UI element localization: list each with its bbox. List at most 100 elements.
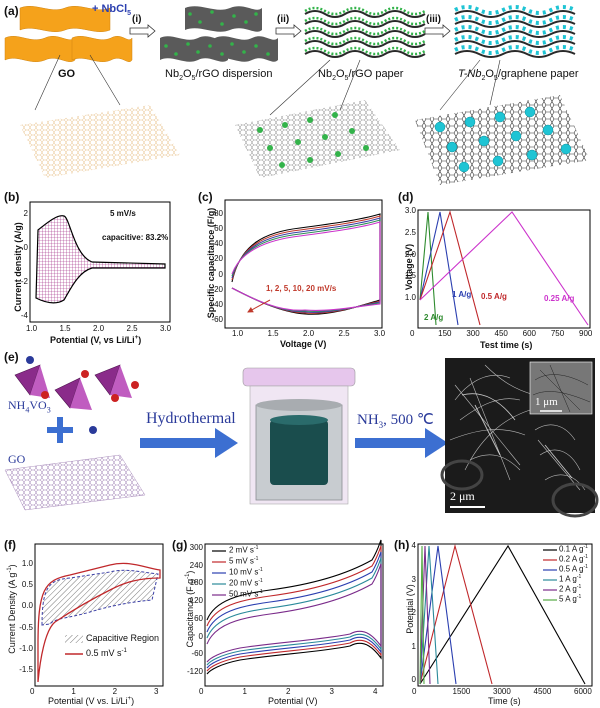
panel-h-legend-label: 0.2 A g-1: [559, 554, 588, 564]
g-yt-tick: 240: [189, 560, 203, 570]
panel-g-xlabel: Potential (V): [268, 696, 318, 706]
h-yt-tick: 1: [411, 641, 416, 651]
panel-label-d: (d): [398, 190, 414, 204]
nh3-arrow: [355, 428, 448, 458]
rgo-paper-label: Nb2O5/rGO paper: [318, 68, 404, 83]
g-xt-tick: 2: [286, 687, 291, 696]
panel-g-cv-3: [206, 557, 382, 666]
d-xt-tick: 750: [550, 329, 565, 338]
panel-h-gcd-5: [419, 545, 425, 685]
rgo-lattice: [235, 100, 400, 178]
panel-d-rate-label: 0.25 A/g: [544, 294, 575, 303]
f-xt-tick: 2: [112, 687, 118, 696]
h-xt-tick: 4500: [533, 687, 552, 696]
panel-h-gcd-2: [419, 545, 457, 685]
b-xt-tick: 3.0: [160, 324, 172, 333]
panel-h-legend-label: 0.5 A g-1: [559, 564, 588, 574]
panel-h-legend-label: 0.1 A g-1: [559, 544, 588, 554]
panel-h-xlabel: Time (s): [488, 696, 521, 706]
d-xt-tick: 0: [410, 329, 415, 338]
panel-d-xlabel: Test time (s): [480, 340, 533, 350]
panel-g-frame: [204, 543, 384, 687]
panel-d-frame: [417, 209, 591, 329]
panel-d-rate-label: 0.5 A/g: [481, 292, 507, 301]
panel-label-b: (b): [4, 190, 20, 204]
panel-b-capacitive: capacitive: 83.2%: [102, 233, 169, 242]
b-yt-tick: -4: [20, 311, 28, 320]
tnb-paper-label: T-Nb2O5/graphene paper: [458, 68, 579, 83]
f-yt-tick: -1.5: [19, 665, 33, 674]
nh4vo3-label: NH4VO3: [8, 398, 51, 415]
b-yt-tick: 0: [23, 243, 28, 252]
panel-g-legend-label: 20 mV s-1: [229, 578, 263, 588]
panel-label-e: (e): [4, 350, 19, 364]
f-xt-tick: 0: [30, 687, 35, 696]
sem-scale-small: 1 μm: [535, 396, 558, 408]
plus-icon: [47, 417, 73, 443]
b-xt-tick: 2.0: [93, 324, 105, 333]
h-xt-tick: 3000: [493, 687, 511, 696]
panel-f-legend-rate: 0.5 mV s-1: [86, 648, 127, 658]
f-xt-tick: 3: [154, 687, 159, 696]
c-yt-tick: 0: [218, 269, 223, 279]
step-i: (i): [132, 14, 142, 25]
dispersion-sheets: [160, 6, 278, 62]
panel-label-g: (g): [172, 538, 188, 552]
step-iii: (iii): [426, 14, 441, 25]
g-yt-tick: 60: [194, 613, 203, 623]
g-yt-tick: -60: [191, 649, 203, 659]
panel-g-legend-label: 10 mV s-1: [229, 567, 263, 577]
c-yt-tick: 80: [214, 209, 223, 218]
c-yt-tick: -20: [211, 284, 223, 294]
autoclave-icon: [242, 367, 356, 505]
panel-g-legend-label: 5 mV s-1: [229, 556, 259, 566]
d-yt-tick: 3.0: [404, 206, 416, 215]
h-xt-tick: 6000: [574, 687, 592, 696]
b-xt-tick: 1.0: [26, 324, 38, 333]
panel-d-gcd-2: [419, 210, 481, 326]
g-xt-tick: 3: [329, 687, 334, 696]
f-yt-tick: 0.5: [21, 580, 33, 590]
c-yt-tick: 20: [214, 254, 223, 264]
b-yt-tick: 2: [23, 209, 28, 218]
b-xt-tick: 1.5: [59, 324, 71, 333]
d-yt-tick: 2.5: [404, 227, 416, 237]
d-xt-tick: 150: [438, 329, 452, 338]
c-xt-tick: 2.5: [338, 329, 350, 338]
panel-f-xlabel: Potential (V vs. Li/Li+): [48, 696, 135, 706]
d-xt-tick: 600: [522, 329, 537, 338]
panel-h-legend-label: 1 A g-1: [559, 574, 582, 584]
hydrothermal-label: Hydrothermal: [146, 410, 236, 427]
c-xt-tick: 3.0: [374, 329, 386, 338]
g-xt-tick: 4: [373, 687, 378, 696]
panel-c-cv-4: [231, 221, 381, 311]
c-yt-tick: -60: [211, 315, 223, 324]
panel-label-h: (h): [394, 538, 410, 552]
go-lattice: [20, 105, 180, 178]
panel-label-a: (a): [4, 4, 19, 18]
panel-c-xlabel: Voltage (V): [280, 339, 327, 349]
panel-h-legend-label: 2 A g-1: [559, 584, 582, 594]
panel-b-frame: [29, 201, 171, 323]
panel-f-cv-curve: [37, 562, 161, 683]
zoom-lines: [34, 54, 501, 116]
sem-scale-big: 2 μm: [450, 489, 475, 503]
panel-f-legend-capacitive: Capacitive Region: [86, 633, 160, 643]
tnb-paper-particles: [454, 5, 576, 55]
panel-c-annotation: 1, 2, 5, 10, 20 mV/s: [266, 284, 337, 293]
vo-polyhedra: [14, 356, 139, 434]
panel-g-cv-2: [206, 551, 382, 669]
panel-g-legend-label: 50 mV s-1: [229, 589, 263, 599]
hydrothermal-arrow: [140, 428, 238, 458]
d-xt-tick: 300: [466, 329, 480, 338]
b-xt-tick: 2.5: [126, 324, 138, 333]
b-yt-tick: -2: [20, 277, 28, 286]
f-yt-tick: -1.0: [19, 643, 33, 653]
go-sheets: [4, 6, 133, 62]
d-yt-tick: 1.5: [404, 271, 416, 281]
